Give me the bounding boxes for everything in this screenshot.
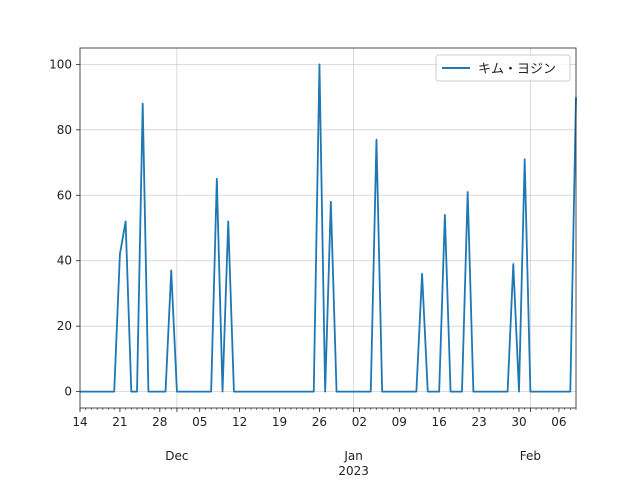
data-point: [210, 391, 212, 393]
y-tick-label: 80: [57, 123, 72, 137]
data-point: [227, 221, 229, 223]
x-tick-label: 21: [112, 415, 127, 429]
data-point: [512, 263, 514, 265]
grid-lines: [80, 48, 576, 408]
data-point: [119, 253, 121, 255]
x-tick-label: 19: [272, 415, 287, 429]
x-tick-label: 16: [432, 415, 447, 429]
data-point: [125, 221, 127, 223]
x-tick-label: 26: [312, 415, 327, 429]
plot-frame: [79, 47, 577, 409]
series-line-group: [80, 63, 577, 393]
data-point: [444, 214, 446, 216]
y-tick-label: 60: [57, 188, 72, 202]
data-point: [569, 391, 571, 393]
data-point: [461, 391, 463, 393]
data-point: [376, 139, 378, 141]
data-point: [170, 270, 172, 272]
x-tick-label: 14: [72, 415, 87, 429]
series-line: [80, 63, 577, 393]
data-point: [336, 391, 338, 393]
data-point: [524, 158, 526, 160]
data-point: [113, 391, 115, 393]
x-tick-label: 06: [551, 415, 566, 429]
y-tick-label: 20: [57, 319, 72, 333]
data-point: [518, 391, 520, 393]
x-month-label: Jan: [343, 449, 363, 463]
x-year-label: 2023: [338, 464, 369, 478]
x-tick-label: 09: [392, 415, 407, 429]
data-point: [507, 391, 509, 393]
data-point: [467, 191, 469, 193]
data-point: [415, 391, 417, 393]
data-point: [381, 391, 383, 393]
data-point: [421, 273, 423, 275]
data-point: [233, 391, 235, 393]
data-point: [438, 391, 440, 393]
data-point: [142, 103, 144, 105]
legend-box: [435, 54, 571, 82]
data-point: [222, 391, 224, 393]
legend-label: キム・ヨジン: [478, 62, 556, 77]
data-point: [313, 391, 315, 393]
y-tick-label: 100: [49, 57, 72, 71]
data-point: [450, 391, 452, 393]
data-point: [330, 201, 332, 203]
data-point: [370, 391, 372, 393]
y-axis: 0 20 40 60 80 100: [49, 57, 80, 399]
data-point: [176, 391, 178, 393]
plot-border: [79, 47, 577, 409]
x-tick-label: 12: [232, 415, 247, 429]
x-tick-label: 30: [511, 415, 526, 429]
x-tick-label: 23: [471, 415, 486, 429]
data-point: [529, 391, 531, 393]
x-tick-label: 02: [352, 415, 367, 429]
legend: キム・ヨジン: [435, 54, 571, 82]
x-month-label: Dec: [165, 449, 188, 463]
data-point: [324, 391, 326, 393]
x-tick-label: 05: [192, 415, 207, 429]
data-point: [136, 391, 138, 393]
data-point: [427, 391, 429, 393]
data-point: [148, 391, 150, 393]
x-tick-label: 28: [152, 415, 167, 429]
data-point: [472, 391, 474, 393]
data-point: [165, 391, 167, 393]
y-tick-label: 0: [64, 385, 72, 399]
y-tick-label: 40: [57, 254, 72, 268]
data-point: [216, 178, 218, 180]
data-point: [319, 63, 321, 65]
data-point: [130, 391, 132, 393]
x-month-label: Feb: [520, 449, 541, 463]
